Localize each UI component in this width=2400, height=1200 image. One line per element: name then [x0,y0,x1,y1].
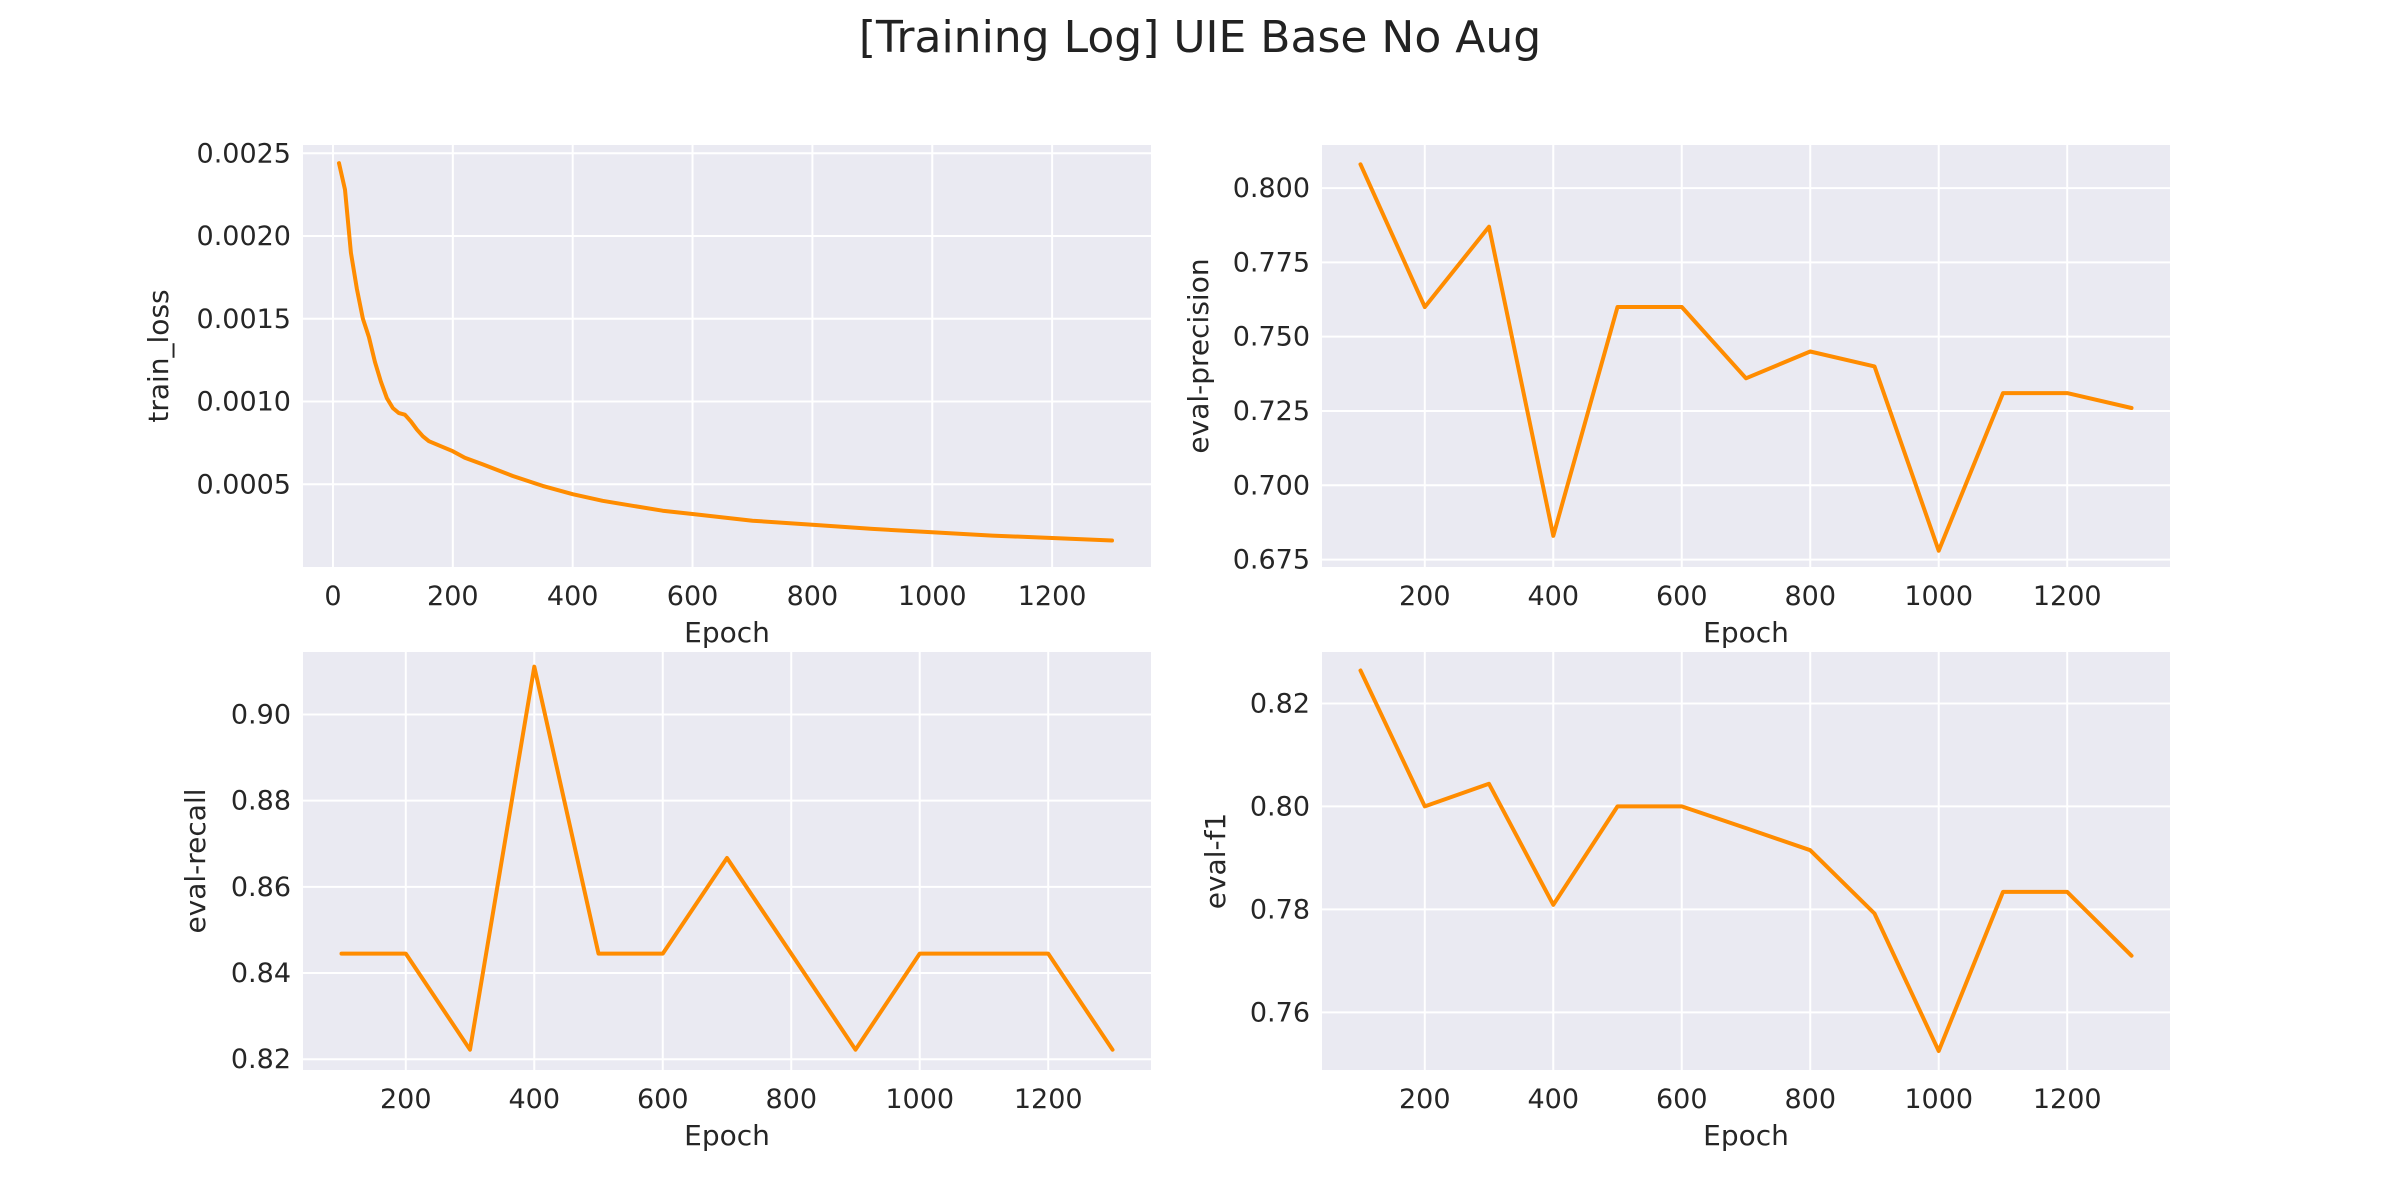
x-tick-label: 800 [787,581,839,612]
x-tick-label: 800 [765,1084,817,1115]
series-line [1358,668,2134,1053]
x-tick-label: 600 [637,1084,689,1115]
plot-area [1322,652,2170,1070]
y-tick-label: 0.82 [1250,688,1310,719]
x-tick-label: 400 [1527,1084,1579,1115]
chart-panel-4: 200 400 600 800 1000 1200 0.76 0.78 0.80 0.82 Epoc… [1199,652,2170,1152]
chart-panel-3: 200 400 600 800 1000 1200 0.82 0.84 0.86 0.88 0.90… [179,652,1151,1152]
x-tick-label: 1000 [1904,581,1973,612]
x-tick-label: 200 [1399,1084,1451,1115]
x-tick-label: 0 [324,581,341,612]
x-tick-label: 200 [427,581,479,612]
y-axis-label: eval-f1 [1199,813,1232,910]
y-tick-label: 0.675 [1233,545,1310,576]
x-tick-label: 800 [1784,581,1836,612]
y-tick-label: 0.700 [1233,470,1310,501]
y-tick-label: 0.0015 [197,304,291,335]
series-line [1358,162,2134,553]
x-tick-label: 200 [380,1084,432,1115]
x-axis-label: Epoch [684,616,770,649]
x-tick-label: 400 [1527,581,1579,612]
figure-title: [Training Log] UIE Base No Aug [858,12,1542,63]
y-tick-label: 0.78 [1250,894,1310,925]
x-axis-label: Epoch [684,1119,770,1152]
series-line [339,664,1115,1052]
plot-area [1322,145,2170,567]
x-axis-label: Epoch [1703,1119,1789,1152]
x-tick-label: 1200 [2033,1084,2102,1115]
y-tick-label: 0.750 [1233,322,1310,353]
y-tick-label: 0.0020 [197,221,291,252]
y-tick-label: 0.84 [231,958,291,989]
y-tick-label: 0.775 [1233,247,1310,278]
y-tick-label: 0.800 [1233,173,1310,204]
y-tick-label: 0.88 [231,786,291,817]
x-tick-label: 600 [1656,1084,1708,1115]
x-tick-label: 1000 [898,581,967,612]
x-tick-label: 1200 [1018,581,1087,612]
x-tick-label: 400 [508,1084,560,1115]
chart-panel-1: 0 200 400 600 800 1000 1200 0.0005 0.0010 0.0015 0… [142,138,1151,649]
y-tick-label: 0.0010 [197,387,291,418]
y-tick-label: 0.725 [1233,396,1310,427]
x-tick-label: 200 [1399,581,1451,612]
y-tick-label: 0.86 [231,872,291,903]
plot-area [303,145,1151,567]
x-tick-label: 400 [547,581,599,612]
x-tick-label: 1000 [1904,1084,1973,1115]
x-tick-label: 1200 [1014,1084,1083,1115]
y-axis-label: eval-precision [1182,258,1215,453]
y-axis-label: eval-recall [179,788,212,933]
x-axis-label: Epoch [1703,616,1789,649]
x-tick-label: 600 [667,581,719,612]
y-axis-label: train_loss [142,289,175,422]
y-tick-label: 0.0005 [197,469,291,500]
y-tick-label: 0.90 [231,699,291,730]
series-line [337,161,1114,543]
y-tick-label: 0.0025 [197,138,291,169]
x-tick-label: 800 [1784,1084,1836,1115]
x-tick-label: 1200 [2033,581,2102,612]
y-tick-label: 0.80 [1250,791,1310,822]
y-tick-label: 0.76 [1250,997,1310,1028]
chart-panel-2: 200 400 600 800 1000 1200 0.675 0.700 0.725 0.750… [1182,145,2170,649]
x-tick-label: 600 [1656,581,1708,612]
x-tick-label: 1000 [885,1084,954,1115]
y-tick-label: 0.82 [231,1044,291,1075]
